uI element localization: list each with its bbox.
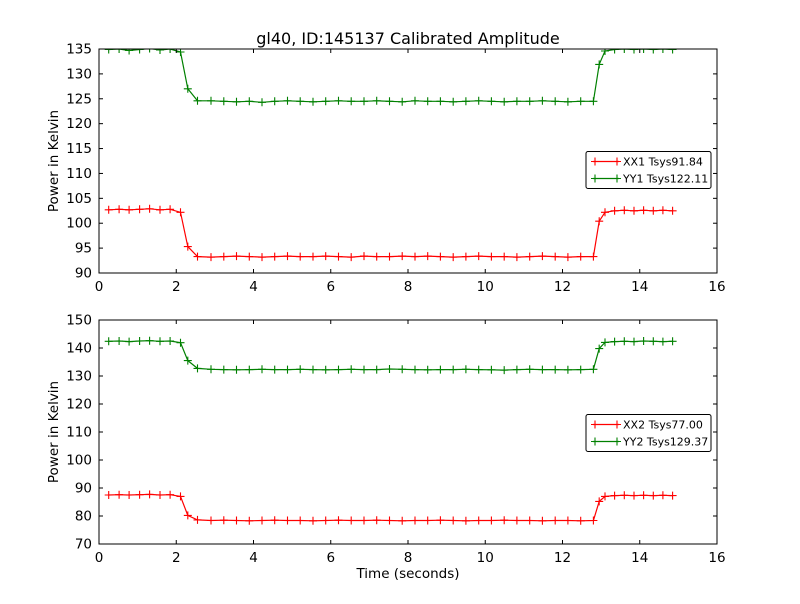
legend-plus-marker [613,157,621,166]
plus-markers [104,204,677,262]
x-tick-label: 2 [172,279,181,295]
plus-markers [104,490,677,525]
y-tick-label: 90 [75,266,92,282]
y-tick-label: 110 [66,425,92,441]
y-tick-label: 150 [66,313,92,329]
y-tick-label: 115 [66,141,92,157]
y-tick-label: 140 [66,341,92,357]
legend-plus-marker [613,174,621,183]
legend-label: YY1 Tsys122.11 [622,173,708,186]
x-tick-label: 8 [404,550,413,566]
x-tick-label: 8 [404,279,413,295]
figure-title: gl40, ID:145137 Calibrated Amplitude [256,29,559,48]
legend-plus-marker [613,437,621,446]
x-tick-label: 14 [631,279,648,295]
x-axis-label: Time (seconds) [355,566,459,582]
y-axis-label-top: Power in Kelvin [46,110,62,212]
x-tick-label: 6 [326,279,335,295]
x-tick-label: 16 [708,279,725,295]
plus-markers [104,49,677,107]
y-tick-label: 95 [75,241,92,257]
y-tick-label: 130 [66,66,92,82]
y-axis-label-bottom: Power in Kelvin [46,381,62,483]
series-line [108,49,673,103]
x-tick-label: 14 [631,550,648,566]
series-line [108,340,673,371]
y-tick-label: 110 [66,166,92,182]
series-yy2 [104,336,677,375]
series-line [108,208,673,258]
legend-plus-marker [591,437,599,446]
y-tick-label: 105 [66,191,92,207]
y-tick-label: 100 [66,453,92,469]
axis-ticks: 0 2 4 6 8 10 12 14 16 90 95 100 105 110 115 120 125 130 13… [66,42,725,296]
legend: XX1 Tsys91.84 YY1 Tsys122.11 [585,151,712,189]
legend-plus-marker [591,420,599,429]
x-tick-label: 16 [708,550,725,566]
x-tick-label: 12 [554,279,571,295]
y-tick-label: 130 [66,369,92,385]
legend-plus-marker [591,174,599,183]
legend-label: XX2 Tsys77.00 [623,419,703,432]
x-tick-label: 6 [326,550,335,566]
y-tick-label: 80 [75,509,92,525]
legend-label: XX1 Tsys91.84 [623,156,703,169]
legend-plus-marker [613,420,621,429]
plus-markers [104,336,677,375]
x-tick-label: 10 [477,279,494,295]
y-tick-label: 125 [66,91,92,107]
y-tick-label: 120 [66,397,92,413]
legend: XX2 Tsys77.00 YY2 Tsys129.37 [585,414,712,452]
y-tick-label: 90 [75,481,92,497]
x-tick-label: 4 [249,550,258,566]
series-line [108,493,673,522]
x-tick-label: 4 [249,279,258,295]
x-tick-label: 0 [95,550,104,566]
x-tick-label: 12 [554,550,571,566]
subplot-top: 0 2 4 6 8 10 12 14 16 90 95 100 105 110 115 120 125 130 13… [66,42,725,296]
x-tick-label: 0 [95,279,104,295]
y-tick-label: 120 [66,116,92,132]
legend-plus-marker [591,157,599,166]
y-tick-label: 100 [66,216,92,232]
series-xx2 [104,490,677,525]
series-yy1 [104,49,677,107]
y-tick-label: 135 [66,42,92,58]
axis-ticks: 0 2 4 6 8 10 12 14 16 70 80 90 100 110 120 130 140 150 [66,313,725,567]
y-tick-label: 70 [75,537,92,553]
x-tick-label: 2 [172,550,181,566]
series-xx1 [104,204,677,262]
x-tick-label: 10 [477,550,494,566]
legend-label: YY2 Tsys129.37 [622,436,708,449]
subplot-bottom: 0 2 4 6 8 10 12 14 16 70 80 90 100 110 120 130 140 150 XX2… [66,313,725,567]
